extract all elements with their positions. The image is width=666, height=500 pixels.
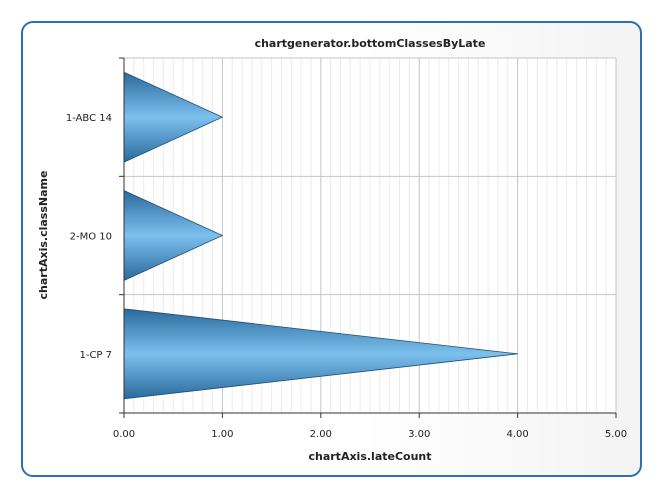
- x-tick-label: 5.00: [605, 429, 627, 440]
- x-axis-title: chartAxis.lateCount: [308, 450, 431, 463]
- x-tick-label: 3.00: [408, 429, 430, 440]
- x-tick-label: 2.00: [310, 429, 332, 440]
- axes: 1-ABC 14 2-MO 10 1-CP 7 0.00 1.00 2.00 3.00 4.0…: [66, 57, 627, 440]
- y-tick-label: 1-ABC 14: [66, 113, 112, 124]
- x-tick-label: 0.00: [113, 429, 135, 440]
- x-tick-label: 4.00: [506, 429, 528, 440]
- y-tick-label: 2-MO 10: [70, 232, 112, 243]
- y-tick-label: 1-CP 7: [79, 350, 112, 361]
- chart-title: chartgenerator.bottomClassesByLate: [255, 37, 486, 50]
- y-axis-title: chartAxis.className: [37, 171, 50, 300]
- x-tick-label: 1.00: [211, 429, 233, 440]
